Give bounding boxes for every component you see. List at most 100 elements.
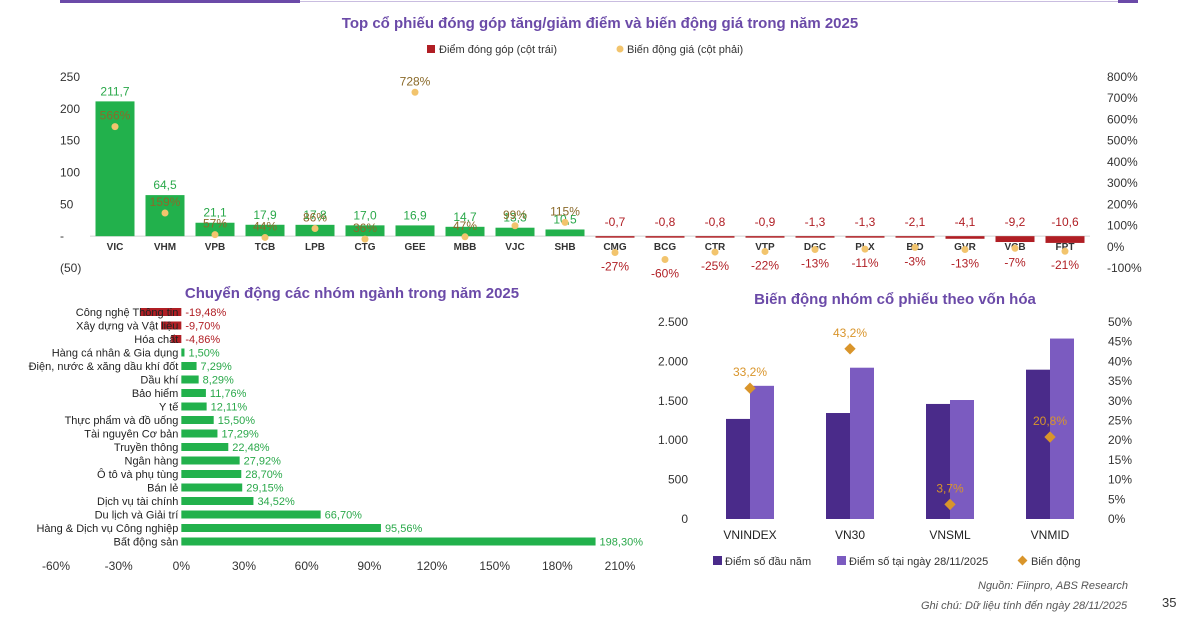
c3-bar-vnindex-0 [726, 418, 750, 519]
c1-price-label: 57% [203, 217, 227, 231]
c3-yright-tick: 15% [1108, 453, 1132, 467]
c2-value-label: 34,52% [257, 496, 295, 508]
c1-bar-label: -0,8 [655, 215, 676, 229]
c2-bar [181, 416, 214, 424]
c1-bar-label: -4,1 [955, 215, 976, 229]
c1-bar-vtp [745, 236, 785, 238]
c1-bar-label: -0,7 [605, 215, 626, 229]
c2-bar [181, 456, 240, 465]
c2-category-label: Hàng & Dịch vụ Công nghiệp [36, 523, 178, 535]
c1-xtick: MBB [454, 242, 477, 253]
c1-xtick: LPB [305, 242, 325, 253]
c1-price-label: -7% [1004, 255, 1026, 269]
c2-bar [181, 389, 206, 397]
c1-price-label: 115% [550, 204, 580, 218]
c1-bar-shb [545, 229, 585, 237]
c1-price-label: -27% [601, 260, 629, 274]
footer-note: Ghi chú: Dữ liệu tính đến ngày 28/11/202… [921, 600, 1128, 612]
c3-change-marker [844, 343, 856, 355]
legend-price-swatch [616, 45, 624, 53]
c3-yright-tick: 45% [1108, 335, 1132, 349]
c1-yright-tick: -100% [1107, 261, 1142, 275]
c2-value-label: 12,11% [211, 402, 248, 414]
c2-value-label: 27,92% [244, 456, 282, 468]
c3-change-marker [744, 382, 756, 394]
footer-source: Nguồn: Fiinpro, ABS Research [978, 580, 1128, 592]
c1-price-dot [411, 88, 419, 96]
c2-value-label: -19,48% [185, 307, 226, 319]
c3-bar-vnindex-1 [750, 385, 774, 519]
c1-bar-label: -0,8 [705, 215, 726, 229]
c1-price-dot [611, 249, 619, 257]
c1-price-dot [311, 225, 319, 233]
c1-yleft-tick: 250 [60, 70, 80, 84]
c1-yright-tick: 300% [1107, 176, 1138, 190]
c3-change-label: 33,2% [733, 365, 767, 379]
c1-price-dot [811, 246, 819, 254]
c1-bar-dgc [795, 236, 835, 238]
c2-value-label: 95,56% [385, 523, 423, 535]
c1-bar-label: 14,7 [453, 210, 477, 224]
header-rule [300, 1, 1120, 2]
c1-bar-label: -9,2 [1005, 215, 1026, 229]
c1-xtick: TCB [255, 242, 276, 253]
c1-price-label: 159% [150, 195, 181, 209]
c1-yright-tick: 400% [1107, 155, 1138, 169]
c3-yright-tick: 5% [1108, 492, 1126, 506]
c1-price-dot [661, 256, 669, 264]
c3-change-label: 43,2% [833, 326, 867, 340]
c1-bar-mbb [445, 226, 485, 237]
c2-value-label: -9,70% [185, 321, 220, 333]
c1-bar-label: 17,0 [353, 208, 377, 222]
c3-yright-tick: 40% [1108, 354, 1132, 368]
c1-price-label: -60% [651, 267, 679, 281]
c3-yleft-tick: 0 [681, 512, 688, 526]
c3-bar-vnsml-1 [950, 400, 974, 519]
c3-bar-vn30-1 [850, 367, 874, 519]
c1-bar-vpb [195, 222, 235, 237]
c2-category-label: Bất động sản [113, 537, 178, 549]
c1-xtick: VJC [505, 242, 524, 253]
c1-bar-label: 211,7 [100, 84, 129, 98]
header-rule-right [1118, 0, 1138, 3]
c3-xtick: VNMID [1031, 528, 1070, 542]
c2-value-label: 8,29% [203, 375, 234, 387]
c3-bar-vn30-0 [826, 413, 850, 519]
c1-yright-tick: 500% [1107, 134, 1138, 148]
c2-xtick: 60% [295, 559, 319, 573]
chart2-title: Chuyển động các nhóm ngành trong năm 202… [185, 285, 519, 302]
c1-price-dot [761, 247, 769, 255]
c2-bar [181, 470, 242, 478]
c1-xtick: VTP [755, 242, 775, 253]
c1-price-dot [361, 235, 369, 243]
c1-price-dot [561, 218, 569, 226]
c1-price-dot [861, 245, 869, 253]
c1-price-dot [911, 243, 919, 251]
legend-contribution-label: Điểm đóng góp (cột trái) [439, 44, 557, 56]
c3-yleft-tick: 2.000 [658, 354, 688, 368]
c1-price-dot [511, 222, 519, 230]
c2-xtick: 120% [417, 559, 448, 573]
c3-yleft-tick: 1.000 [658, 433, 688, 447]
chart1-title: Top cổ phiếu đóng góp tăng/giảm điểm và … [342, 15, 858, 32]
c1-price-label: -21% [1051, 258, 1079, 272]
c1-yleft-tick: (50) [60, 261, 81, 275]
c1-bar-label: -1,3 [805, 215, 826, 229]
c2-bar [181, 483, 243, 492]
c1-bar-label: 64,5 [153, 178, 177, 192]
header-rule-left [60, 0, 300, 3]
c1-xtick: FPT [1056, 242, 1075, 253]
c3-yleft-tick: 1.500 [658, 394, 688, 408]
c1-bar-label: -0,9 [755, 215, 776, 229]
c1-xtick: VPB [205, 242, 226, 253]
c3-yright-tick: 25% [1108, 414, 1132, 428]
c1-price-label: 99% [503, 208, 527, 222]
c1-price-dot [211, 231, 219, 239]
c2-value-label: 7,29% [201, 361, 232, 373]
c1-xtick: BCG [654, 242, 676, 253]
c1-price-label: 36% [353, 221, 377, 235]
c1-bar-gvr [945, 236, 985, 239]
c3-bar-vnmid-0 [1026, 369, 1050, 519]
c1-xtick: SHB [554, 242, 575, 253]
c1-price-dot [1011, 244, 1019, 252]
